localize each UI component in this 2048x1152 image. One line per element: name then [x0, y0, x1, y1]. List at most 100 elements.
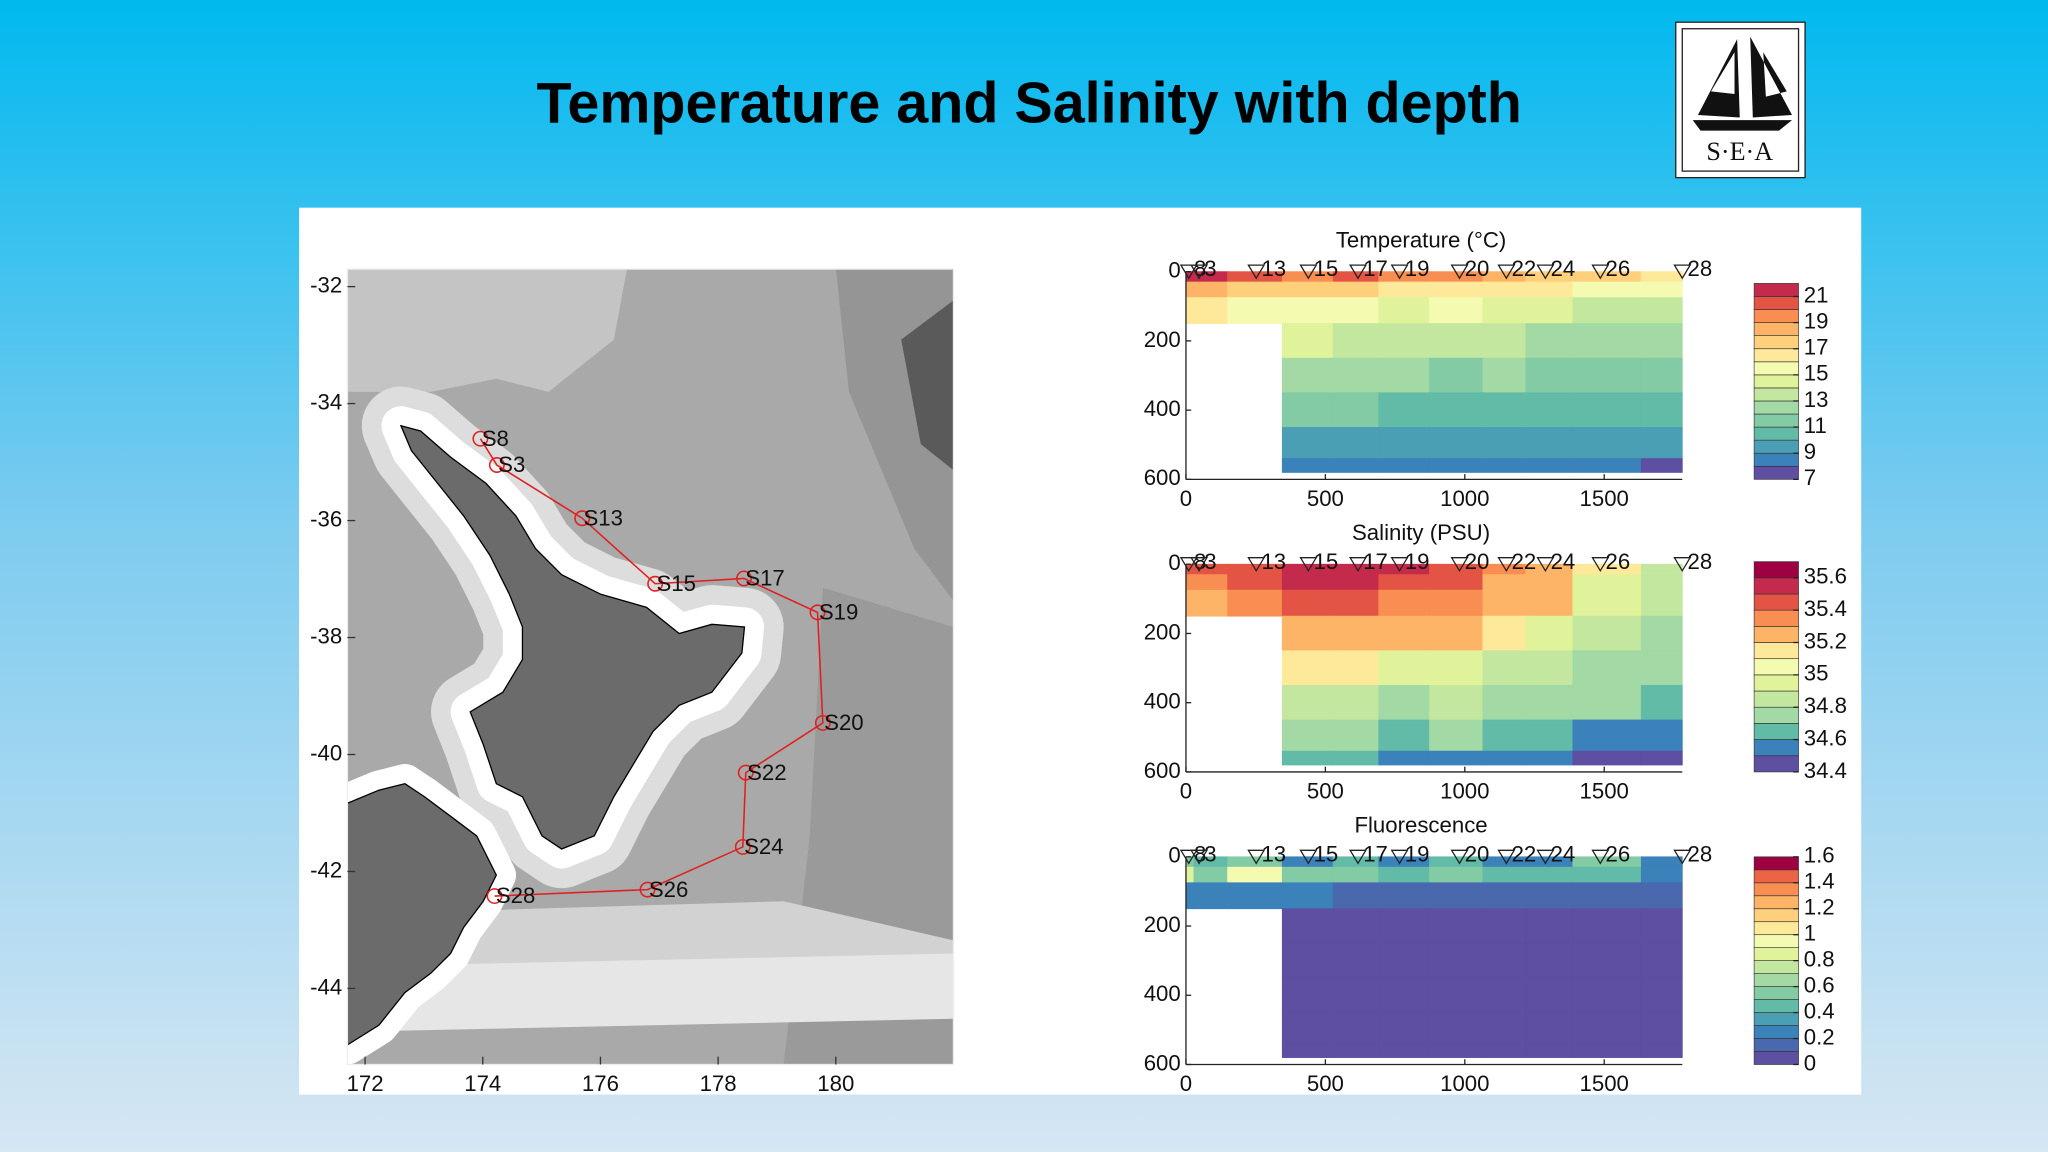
section-cell — [1572, 323, 1642, 359]
station-marker — [1497, 849, 1516, 865]
colorbar-swatch — [1753, 973, 1799, 987]
section-cell — [1332, 1043, 1380, 1058]
colorbar-swatch — [1753, 439, 1799, 454]
station-label: 19 — [1405, 256, 1430, 281]
route — [479, 438, 824, 897]
slide-title: Temperature and Salinity with depth — [537, 71, 1522, 135]
station-marker — [1390, 849, 1409, 865]
y-tick-label: 0 — [1168, 550, 1180, 575]
section-cell — [1572, 297, 1642, 324]
section-cell — [1482, 1043, 1527, 1058]
section-cell — [1332, 908, 1380, 944]
section-cell — [1281, 458, 1334, 473]
section-cell — [1281, 866, 1334, 884]
section-cell — [1572, 589, 1642, 617]
section-cell — [1281, 297, 1334, 324]
section-cell — [1378, 650, 1430, 686]
section-cell — [1227, 589, 1283, 617]
section-cell — [1281, 323, 1334, 359]
section-cell — [1525, 750, 1574, 766]
section-cell — [1429, 297, 1484, 324]
section-cell — [1429, 281, 1484, 299]
section-cell — [1332, 750, 1380, 766]
station-marker — [1247, 557, 1266, 573]
section-cell — [1185, 882, 1195, 910]
station-marker — [1450, 849, 1469, 865]
y-tick-label: 400 — [1144, 396, 1181, 421]
y-tick-label: -42 — [310, 857, 342, 882]
colorbar-swatch — [1753, 642, 1799, 660]
section-cell — [1525, 458, 1574, 473]
y-tick-label: 600 — [1144, 465, 1181, 490]
section-cell — [1482, 589, 1527, 617]
section-cell — [1332, 1012, 1380, 1045]
station-marker — [1497, 557, 1516, 573]
section-cell — [1378, 866, 1430, 884]
section-cell — [1640, 882, 1683, 910]
station-marker — [1299, 264, 1318, 280]
section-cell — [1482, 650, 1527, 686]
station-label: S3 — [498, 452, 525, 477]
section-cell — [1572, 866, 1642, 884]
station-marker — [1536, 264, 1555, 280]
station-marker — [1450, 264, 1469, 280]
colorbar-label: 17 — [1804, 335, 1829, 360]
colorbar-label: 35.2 — [1804, 628, 1847, 653]
section-cell — [1227, 281, 1283, 299]
station-label: S19 — [819, 600, 858, 625]
x-tick-label: 172 — [347, 1071, 384, 1096]
y-tick-label: -38 — [310, 623, 342, 648]
section-cell — [1525, 650, 1574, 686]
section-cell — [1572, 458, 1642, 473]
section-cell — [1525, 615, 1574, 652]
section-cell — [1572, 427, 1642, 459]
station-marker — [1179, 849, 1198, 865]
station-label: S22 — [747, 760, 786, 785]
colorbar-swatch — [1753, 755, 1799, 773]
section-cell — [1281, 589, 1334, 617]
section-cell — [1482, 357, 1527, 394]
station-marker — [1349, 849, 1367, 865]
section-cell — [1640, 563, 1683, 576]
section-cell — [1185, 574, 1195, 591]
section-cell — [1572, 977, 1642, 1013]
colorbar-label: 35.4 — [1804, 596, 1847, 621]
section-title: Fluorescence — [1354, 813, 1487, 838]
station-label: 26 — [1606, 841, 1631, 866]
y-tick-label: -44 — [310, 974, 342, 999]
y-tick-label: 600 — [1144, 758, 1181, 783]
station-label: 17 — [1363, 549, 1388, 574]
section-cell — [1281, 882, 1334, 910]
section-cell — [1640, 1043, 1683, 1058]
station-marker — [1536, 557, 1555, 573]
station-label: 22 — [1512, 256, 1537, 281]
colorbar-swatch — [1753, 322, 1799, 336]
colorbar-swatch — [1753, 921, 1799, 936]
x-tick-label: 1000 — [1440, 779, 1489, 804]
section-cell — [1332, 357, 1380, 394]
x-tick-label: 178 — [700, 1071, 737, 1096]
y-tick-label: 0 — [1168, 843, 1180, 868]
colorbar-label: 0.8 — [1804, 947, 1835, 972]
section-cell — [1281, 281, 1334, 299]
section-cell — [1332, 323, 1380, 359]
map-frame — [346, 268, 955, 1066]
section-cell — [1378, 908, 1430, 944]
station — [488, 457, 505, 473]
colorbar-swatch — [1753, 296, 1799, 310]
section-cell — [1378, 750, 1430, 766]
station-label: S28 — [496, 883, 535, 908]
colorbar-swatch — [1753, 690, 1799, 708]
section-cell — [1429, 1043, 1484, 1058]
colorbar-label: 13 — [1804, 387, 1829, 412]
colorbar-label: 21 — [1804, 282, 1829, 307]
section-cell — [1332, 574, 1380, 591]
section-cell — [1429, 392, 1484, 428]
station — [486, 888, 503, 905]
section-cell — [1378, 684, 1430, 721]
section-cell — [1640, 589, 1683, 617]
station-label: 3 — [1204, 549, 1216, 574]
colorbar-swatch — [1753, 1038, 1799, 1052]
section-cell — [1525, 1043, 1574, 1058]
